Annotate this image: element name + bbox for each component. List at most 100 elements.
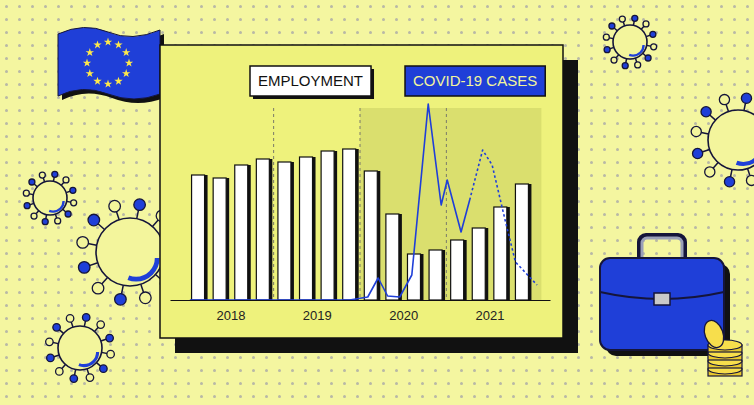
virus-knob (651, 44, 657, 50)
virus-knob (29, 179, 35, 185)
legend-box (250, 66, 371, 96)
briefcase (600, 236, 742, 376)
bar (386, 214, 399, 300)
virus-knob (643, 21, 649, 27)
virus-knob (604, 47, 610, 53)
flag-star (86, 48, 94, 56)
bar (451, 240, 464, 300)
chart-container: 2018201920202021EMPLOYMENTCOVID-19 CASES (0, 0, 754, 405)
virus-knob (78, 262, 90, 274)
flag-star (122, 48, 130, 56)
virus-knob (622, 63, 628, 69)
bar (343, 149, 356, 300)
x-tick: 2021 (476, 300, 505, 323)
virus-shade (43, 191, 64, 212)
bar (192, 175, 205, 300)
virus-knob (24, 203, 30, 209)
highlight-period (360, 108, 541, 300)
bar (429, 250, 442, 300)
plot-marks (190, 104, 541, 300)
virus-knob (88, 214, 100, 226)
virus-knob (52, 171, 58, 177)
virus-knob (23, 190, 29, 196)
virus-right (691, 93, 754, 187)
background (0, 0, 754, 405)
x-axis: 2018 2019 2020 2021 (171, 300, 551, 323)
flag-cloth (58, 27, 160, 99)
canvas: 2018201920202021EMPLOYMENTCOVID-19 CASES (0, 0, 754, 405)
virus-body (33, 181, 67, 215)
x-tick: 2018 (216, 300, 245, 323)
virus-knob (691, 126, 701, 136)
grid-line (360, 108, 361, 300)
virus-knob (619, 16, 625, 22)
bar (515, 184, 528, 300)
virus-body (708, 110, 754, 170)
bar (407, 254, 420, 300)
flag-star (114, 77, 122, 85)
background-dots (0, 0, 754, 405)
flag-star (122, 69, 130, 77)
virus-knob (70, 375, 77, 382)
legend-label: EMPLOYMENT (258, 72, 363, 89)
virus-knob (56, 368, 63, 375)
bar (300, 157, 313, 300)
x-axis-line (171, 300, 551, 301)
coin-standing (701, 318, 727, 350)
virus-knob (632, 15, 638, 21)
virus-knob (746, 175, 754, 185)
flag-star (104, 38, 112, 46)
flag-star (93, 77, 101, 85)
flag-star (125, 59, 133, 67)
virus-knob (635, 62, 641, 68)
virus-top-right (603, 15, 656, 68)
virus-knob (109, 200, 121, 212)
bar (321, 151, 334, 300)
x-tick: 2020 (389, 300, 418, 323)
virus-shade (115, 237, 157, 279)
grid-line (446, 108, 447, 300)
virus-knob (701, 107, 711, 117)
x-tick-label: 2019 (303, 308, 332, 323)
legend-box (405, 66, 545, 96)
virus-knob (611, 57, 617, 63)
x-tick-label: 2020 (389, 308, 418, 323)
virus-knob (719, 95, 729, 105)
virus-knob (650, 31, 656, 37)
virus-knob (106, 334, 113, 341)
flag-star (93, 40, 101, 48)
virus-body (613, 25, 647, 59)
virus-knob (140, 292, 152, 304)
bar (278, 162, 291, 300)
virus-knob (70, 187, 76, 193)
virus-knob (65, 211, 71, 217)
eu-flag (58, 27, 164, 103)
virus-knob (741, 93, 751, 103)
virus-knob (100, 365, 107, 372)
x-tick-label: 2018 (216, 308, 245, 323)
virus-knob (92, 282, 104, 294)
virus-knob (107, 350, 114, 357)
virus-knob (46, 338, 53, 345)
bar (235, 165, 248, 300)
virus-knob (97, 321, 104, 328)
virus-knob (705, 167, 715, 177)
virus-knob (71, 200, 77, 206)
virus-knob (86, 374, 93, 381)
virus-bottom-left (46, 314, 115, 383)
virus-knob (31, 213, 37, 219)
virus-knob (47, 354, 54, 361)
virus-shade (623, 35, 644, 56)
x-tick-label: 2021 (476, 308, 505, 323)
x-tick: 2019 (303, 300, 332, 323)
virus-knob (53, 324, 60, 331)
virus-knob (609, 23, 615, 29)
flag-star (114, 40, 122, 48)
bar (256, 159, 269, 300)
virus-knob (55, 218, 61, 224)
flag-star (83, 59, 91, 67)
panel (160, 45, 563, 338)
virus-knob (63, 177, 69, 183)
virus-knob (39, 172, 45, 178)
virus-body (96, 218, 164, 286)
